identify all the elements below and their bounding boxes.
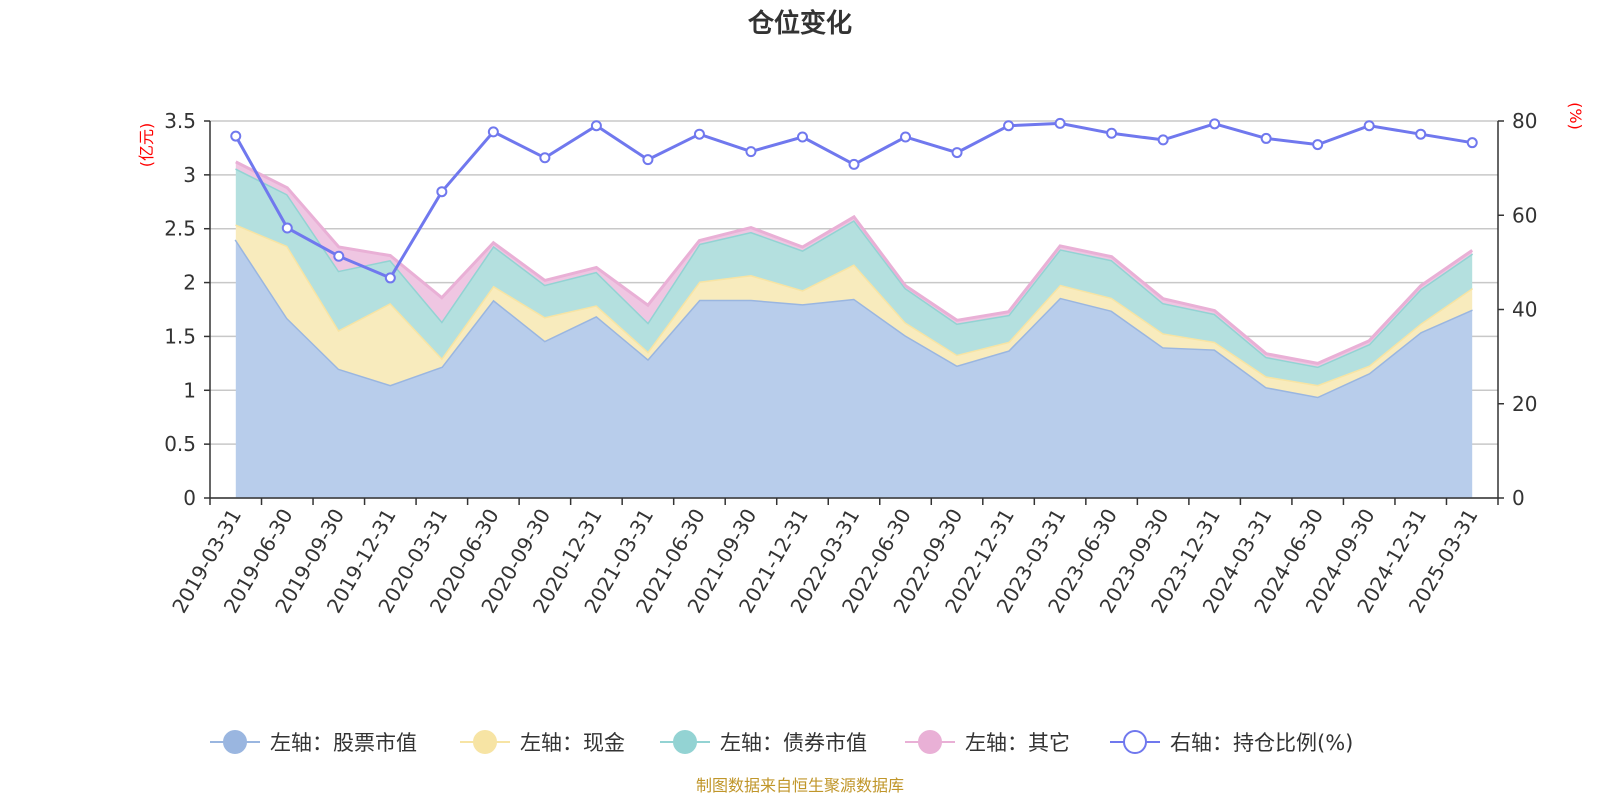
- left-axis-tick-label: 1.5: [164, 324, 196, 348]
- ratio-point: [745, 146, 757, 158]
- legend-label: 左轴：现金: [520, 731, 625, 755]
- left-axis-tick-label: 1: [183, 378, 196, 402]
- left-axis-tick-label: 3.5: [164, 109, 196, 133]
- ratio-point: [1106, 127, 1118, 139]
- ratio-point: [1054, 117, 1066, 129]
- legend-marker-icon: [1123, 730, 1147, 754]
- ratio-point: [796, 131, 808, 143]
- legend-marker-icon: [223, 730, 247, 754]
- legend-item: 左轴：其它: [905, 730, 1070, 755]
- ratio-point: [1363, 120, 1375, 132]
- chart-title: 仓位变化: [747, 8, 852, 39]
- legend-marker-icon: [473, 730, 497, 754]
- ratio-point: [693, 128, 705, 140]
- legend-item: 左轴：股票市值: [210, 730, 417, 755]
- legend-item: 右轴：持仓比例(%): [1110, 730, 1353, 755]
- left-axis-tick-label: 0: [183, 486, 196, 510]
- ratio-point: [333, 250, 345, 262]
- ratio-point: [1260, 132, 1272, 144]
- ratio-point: [951, 147, 963, 159]
- right-axis-tick-label: 0: [1512, 486, 1525, 510]
- legend-item: 左轴：现金: [460, 730, 625, 755]
- ratio-point: [487, 126, 499, 138]
- ratio-point: [1312, 139, 1324, 151]
- area-series-3: [235, 168, 1473, 385]
- ratio-point: [1466, 137, 1478, 149]
- ratio-point: [436, 186, 448, 198]
- legend-marker-icon: [918, 730, 942, 754]
- area-series-2: [235, 224, 1473, 397]
- ratio-point: [281, 222, 293, 234]
- ratio-point: [1209, 118, 1221, 130]
- right-axis-tick-label: 40: [1512, 298, 1537, 322]
- right-axis-unit: (%): [1566, 102, 1585, 130]
- right-axis-tick-label: 20: [1512, 392, 1537, 416]
- ratio-point: [1157, 134, 1169, 146]
- ratio-point: [848, 158, 860, 170]
- ratio-point: [1415, 128, 1427, 140]
- left-axis-tick-label: 0.5: [164, 432, 196, 456]
- legend: 左轴：股票市值 左轴：现金 左轴：债券市值 左轴：其它 右轴：持仓比例(%): [210, 730, 1353, 755]
- left-axis-unit: (亿元): [137, 123, 156, 168]
- legend-label: 右轴：持仓比例(%): [1170, 731, 1353, 755]
- legend-marker-icon: [673, 730, 697, 754]
- data-source-note: 制图数据来自恒生聚源数据库: [696, 776, 904, 795]
- legend-label: 左轴：债券市值: [720, 731, 867, 755]
- ratio-point: [230, 130, 242, 142]
- ratio-point: [539, 152, 551, 164]
- legend-item: 左轴：债券市值: [660, 730, 867, 755]
- area-series-1: [235, 239, 1473, 498]
- ratio-point: [900, 131, 912, 143]
- right-axis-tick-label: 80: [1512, 109, 1537, 133]
- left-axis-tick-label: 2.5: [164, 217, 196, 241]
- right-axis-tick-label: 60: [1512, 203, 1537, 227]
- ratio-point: [590, 120, 602, 132]
- ratio-point: [384, 272, 396, 284]
- stacked-areas: [234, 160, 1474, 498]
- ratio-point: [1003, 120, 1015, 132]
- legend-label: 左轴：其它: [965, 731, 1070, 755]
- legend-label: 左轴：股票市值: [270, 731, 417, 755]
- ratio-point: [642, 154, 654, 166]
- left-axis-tick-label: 3: [183, 163, 196, 187]
- left-axis-tick-label: 2: [183, 271, 196, 295]
- area-series-edge-4: [235, 160, 1474, 365]
- ratio-line: [230, 117, 1478, 284]
